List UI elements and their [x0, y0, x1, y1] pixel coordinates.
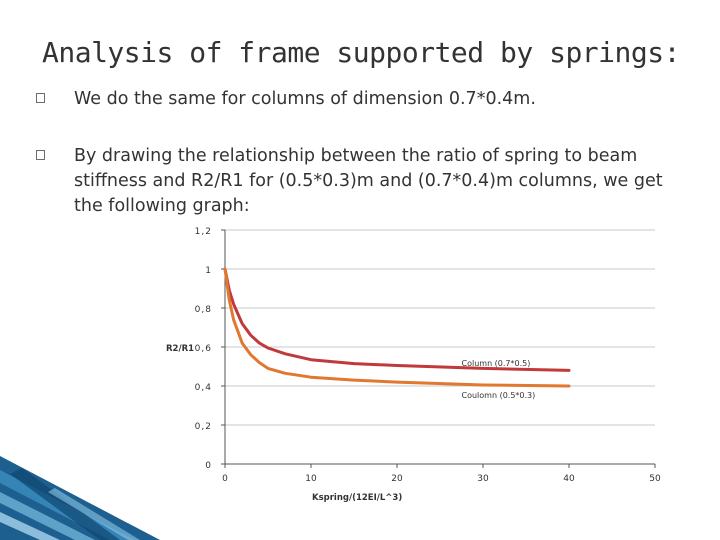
series-label: Coulomn (0.5*0.3): [462, 391, 536, 400]
y-tick-label: 1: [205, 266, 212, 276]
checkbox-bullet-icon: [36, 150, 45, 160]
x-tick-label: 50: [649, 474, 661, 484]
series-label: Column (0.7*0.5): [462, 359, 531, 368]
x-tick-label: 10: [305, 474, 317, 484]
y-axis-title: R2/R1: [166, 344, 194, 354]
slide-title: Analysis of frame supported by springs:: [42, 36, 680, 69]
y-tick-label: 0,8: [195, 305, 212, 315]
y-tick-label: 1,2: [195, 227, 212, 237]
y-tick-label: 0: [205, 461, 212, 471]
x-tick-label: 20: [391, 474, 403, 484]
checkbox-bullet-icon: [36, 93, 45, 103]
x-tick-label: 0: [222, 474, 228, 484]
x-axis-title: Kspring/(12EI/L^3): [312, 493, 402, 503]
x-tick-label: 30: [477, 474, 489, 484]
y-tick-label: 0,6: [195, 344, 212, 354]
series-line: [223, 267, 571, 372]
y-tick-label: 0,4: [195, 383, 212, 393]
bullet-text: We do the same for columns of dimension …: [74, 89, 536, 109]
y-tick-label: 0,2: [195, 422, 212, 432]
bullet-text: By drawing the relationship between the …: [74, 146, 663, 216]
x-tick-label: 40: [563, 474, 575, 484]
series-line: [223, 267, 571, 388]
